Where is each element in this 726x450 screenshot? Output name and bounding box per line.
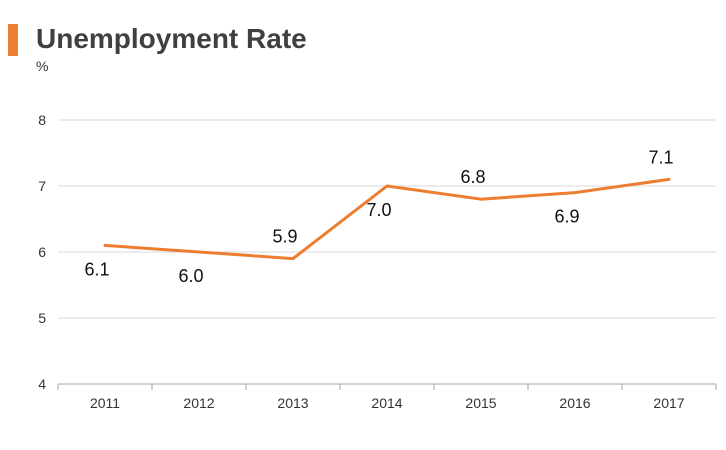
gridlines [58,119,716,385]
y-tick-label: 6 [38,244,46,260]
y-tick-label: 8 [38,112,46,128]
y-tick-label: 4 [38,376,46,392]
x-tick-label: 2013 [277,395,308,411]
y-tick-label: 7 [38,178,46,194]
y-axis-ticks: 4 5 6 7 8 [38,112,46,392]
title-accent-bar [8,24,18,56]
chart-title: Unemployment Rate [36,23,307,54]
data-label: 6.1 [84,259,109,279]
y-tick-label: 5 [38,310,46,326]
data-label: 6.9 [554,207,579,227]
data-labels: 6.1 6.0 5.9 7.0 6.8 6.9 7.1 [84,147,673,286]
x-tick-label: 2015 [465,395,496,411]
data-label: 7.1 [648,147,673,167]
series-line [103,177,671,261]
x-tick-label: 2017 [653,395,684,411]
x-tick-label: 2012 [183,395,214,411]
x-axis-ticks: 2011 2012 2013 2014 2015 2016 2017 [57,384,717,411]
data-label: 6.0 [178,266,203,286]
data-label: 6.8 [460,167,485,187]
y-axis-unit-label: % [36,58,49,74]
x-tick-label: 2016 [559,395,590,411]
x-tick-label: 2014 [371,395,402,411]
x-tick-label: 2011 [90,395,120,411]
data-label: 7.0 [366,200,391,220]
data-label: 5.9 [272,227,297,247]
